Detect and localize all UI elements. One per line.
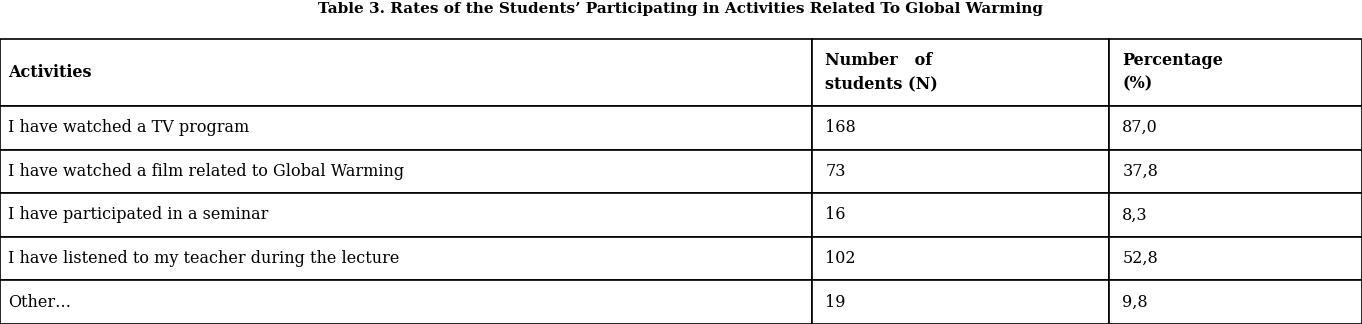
Bar — [1109, 39, 1362, 106]
Bar — [0, 193, 812, 237]
Text: I have watched a TV program: I have watched a TV program — [8, 119, 249, 136]
Bar — [0, 280, 812, 324]
Bar — [0, 149, 812, 193]
Bar — [0, 39, 812, 106]
Bar — [1109, 237, 1362, 280]
Text: Table 3. Rates of the Students’ Participating in Activities Related To Global Wa: Table 3. Rates of the Students’ Particip… — [319, 2, 1043, 16]
Bar — [1109, 193, 1362, 237]
Bar — [1109, 280, 1362, 324]
Text: 52,8: 52,8 — [1122, 250, 1158, 267]
Text: 168: 168 — [825, 119, 857, 136]
Text: I have participated in a seminar: I have participated in a seminar — [8, 206, 268, 224]
Text: 8,3: 8,3 — [1122, 206, 1148, 224]
Text: 16: 16 — [825, 206, 846, 224]
Bar — [812, 237, 1109, 280]
Bar — [1109, 106, 1362, 149]
Text: Number   of
students (N): Number of students (N) — [825, 52, 938, 93]
Text: 37,8: 37,8 — [1122, 163, 1158, 180]
Text: I have watched a film related to Global Warming: I have watched a film related to Global … — [8, 163, 405, 180]
Bar — [812, 106, 1109, 149]
Text: Other…: Other… — [8, 294, 71, 311]
Bar — [812, 149, 1109, 193]
Bar — [1109, 149, 1362, 193]
Text: 102: 102 — [825, 250, 855, 267]
Bar — [812, 280, 1109, 324]
Text: 73: 73 — [825, 163, 846, 180]
Bar — [812, 39, 1109, 106]
Text: 9,8: 9,8 — [1122, 294, 1148, 311]
Text: 87,0: 87,0 — [1122, 119, 1158, 136]
Bar — [0, 106, 812, 149]
Bar — [0, 237, 812, 280]
Text: I have listened to my teacher during the lecture: I have listened to my teacher during the… — [8, 250, 399, 267]
Text: Percentage
(%): Percentage (%) — [1122, 52, 1223, 93]
Text: Activities: Activities — [8, 64, 91, 81]
Text: 19: 19 — [825, 294, 846, 311]
Bar — [812, 193, 1109, 237]
